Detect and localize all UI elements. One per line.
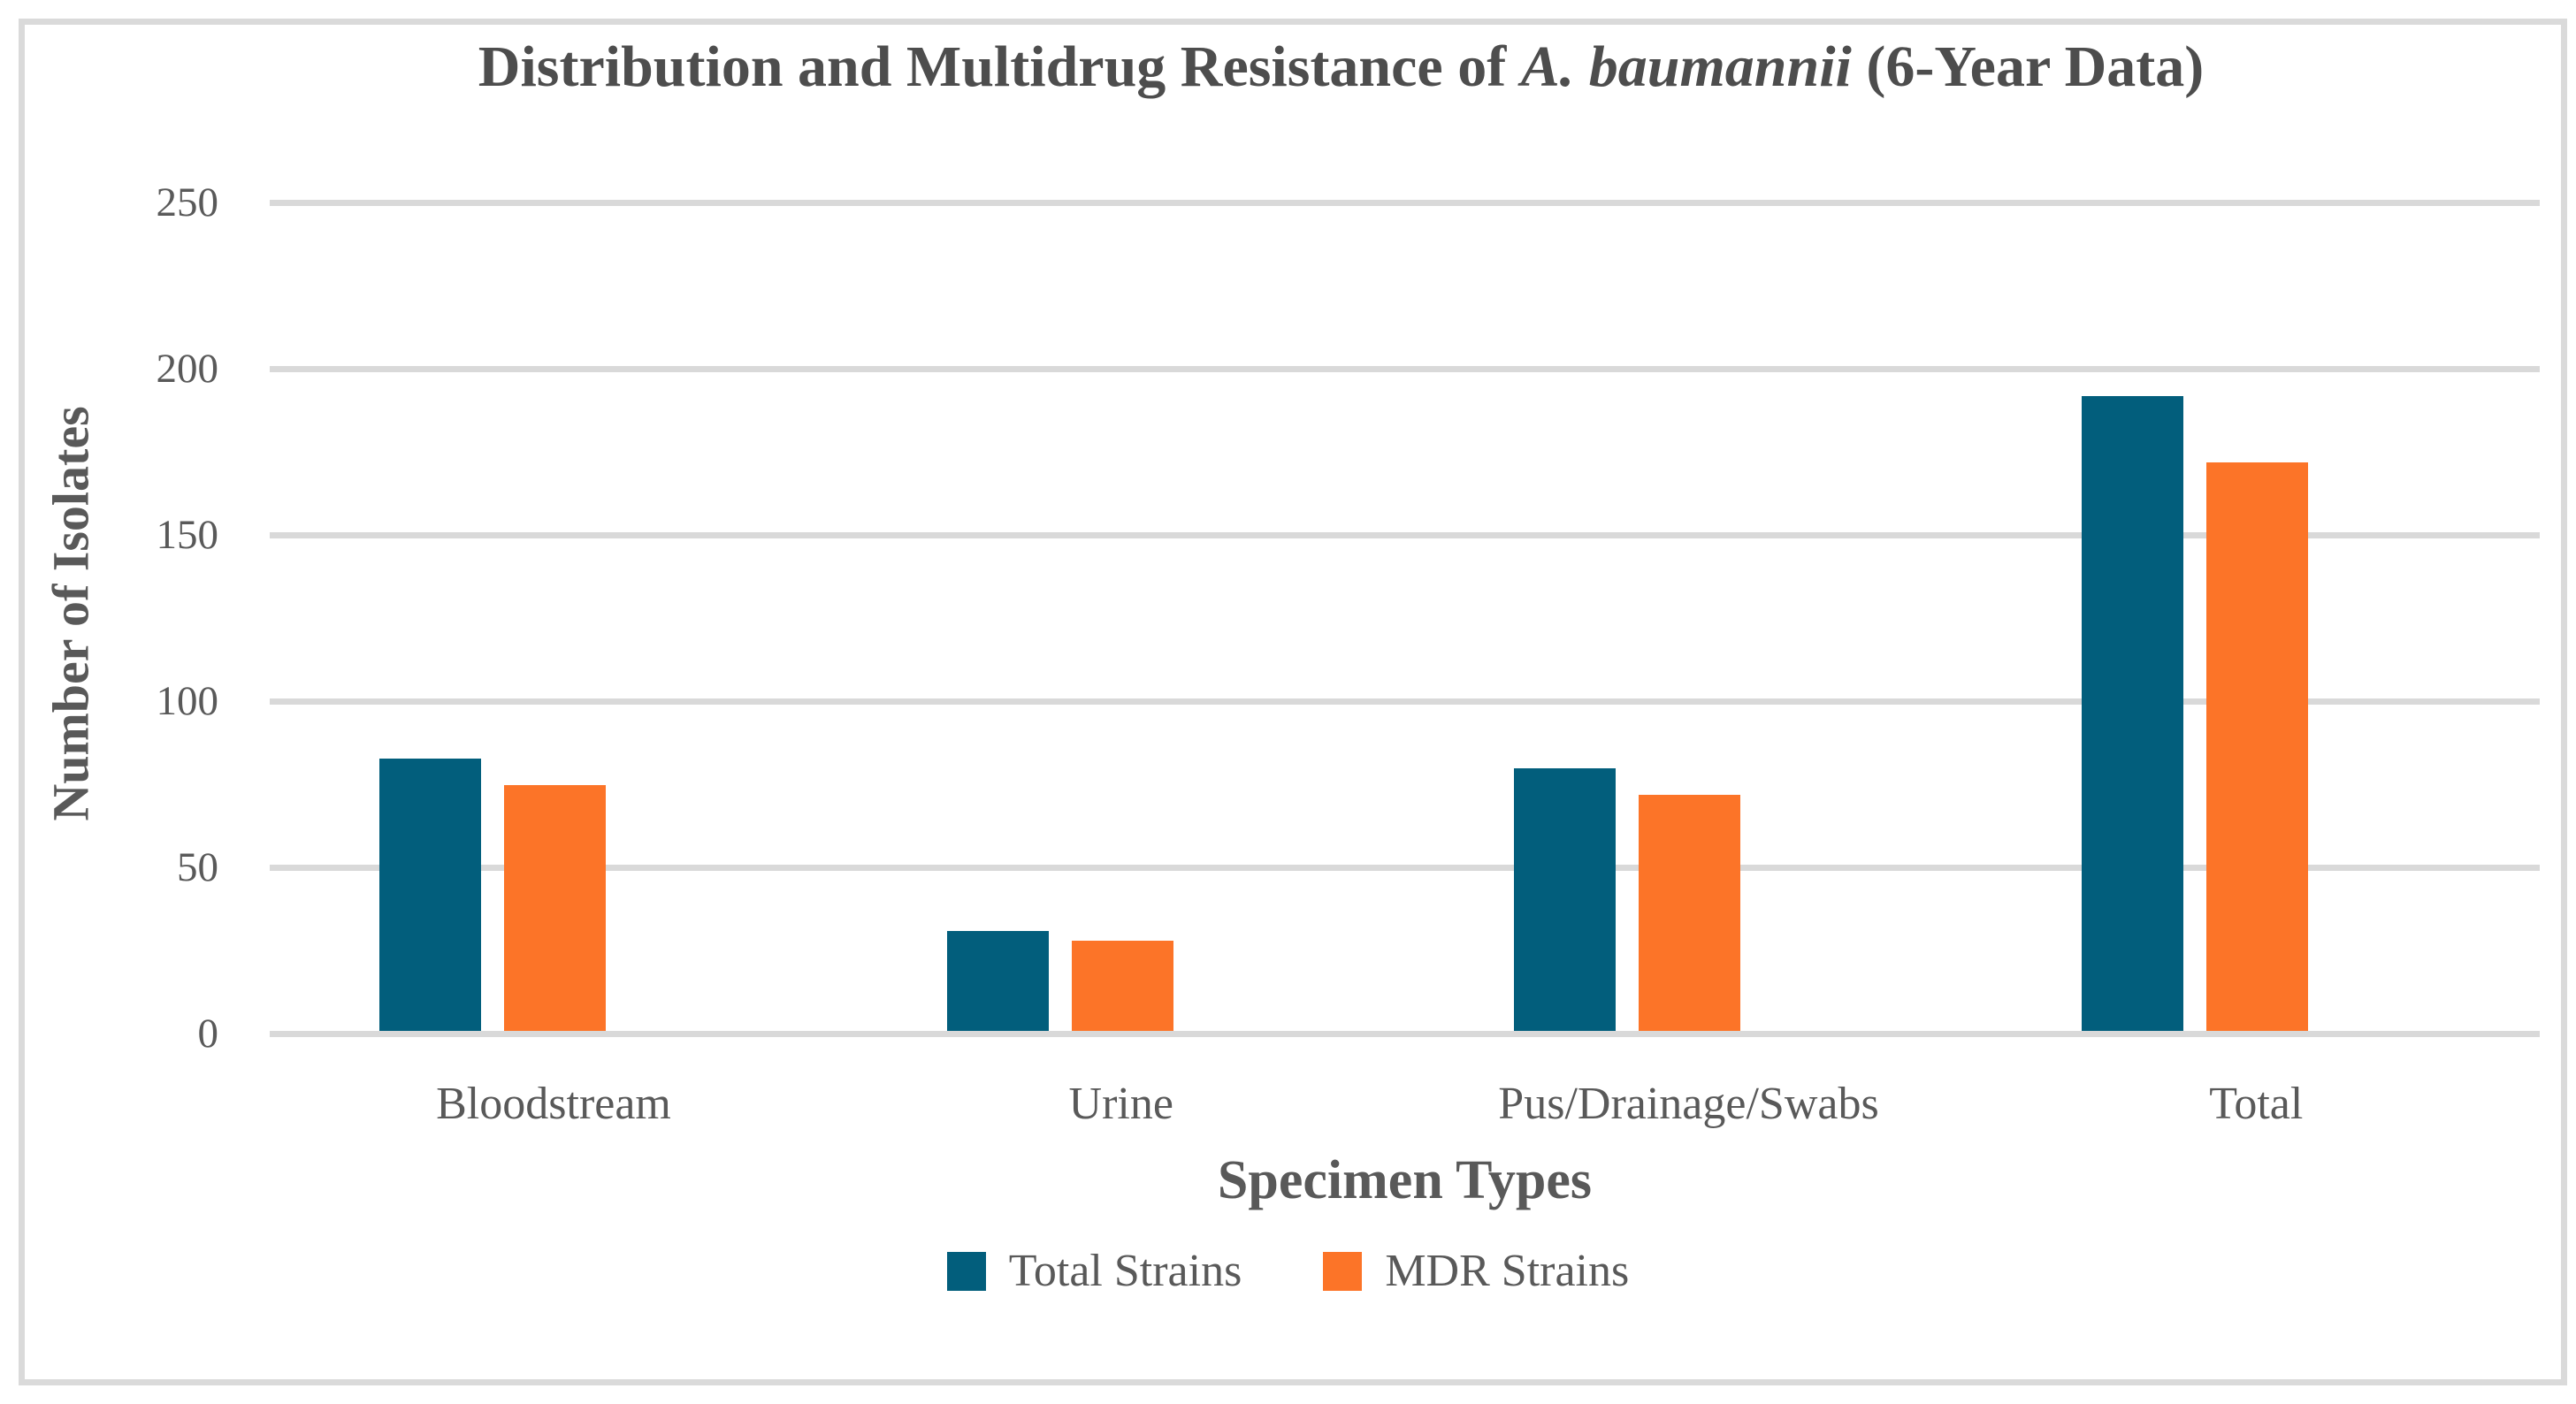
x-category-label-pus-drainage-swabs: Pus/Drainage/Swabs <box>1498 1079 1879 1129</box>
y-tick-label-100: 100 <box>156 678 219 724</box>
chart-title: Distribution and Multidrug Resistance of… <box>133 32 2549 103</box>
y-tick-label-150: 150 <box>156 512 219 558</box>
bar-total-strains-bloodstream <box>379 758 481 1031</box>
chart-title-species-italic: A. baumannii <box>1520 34 1852 99</box>
gridline-250 <box>270 200 2540 206</box>
x-category-label-total: Total <box>2209 1079 2304 1129</box>
legend-item-total-strains: Total Strains <box>946 1245 1242 1298</box>
legend-item-mdr-strains: MDR Strains <box>1323 1245 1629 1298</box>
bar-mdr-strains-bloodstream <box>504 784 606 1031</box>
y-tick-label-250: 250 <box>156 179 219 225</box>
legend-label-total-strains: Total Strains <box>1008 1246 1242 1296</box>
chart-title-suffix: (6-Year Data) <box>1851 34 2205 99</box>
x-category-label-urine: Urine <box>1068 1079 1173 1129</box>
bar-mdr-strains-pus-drainage-swabs <box>1639 795 1740 1031</box>
gridline-100 <box>270 698 2540 705</box>
bar-mdr-strains-urine <box>1071 941 1173 1031</box>
y-tick-label-200: 200 <box>156 346 219 392</box>
y-axis-title: Number of Isolates <box>42 406 100 821</box>
legend-swatch-mdr-strains <box>1323 1252 1363 1291</box>
bar-total-strains-urine <box>946 931 1049 1031</box>
gridline-200 <box>270 366 2540 372</box>
bar-total-strains-total <box>2081 395 2183 1031</box>
legend-label-mdr-strains: MDR Strains <box>1385 1246 1630 1296</box>
y-tick-label-0: 0 <box>197 1011 219 1057</box>
x-category-label-bloodstream: Bloodstream <box>436 1079 671 1129</box>
legend: Total Strains MDR Strains <box>0 1245 2576 1298</box>
legend-swatch-total-strains <box>946 1252 986 1291</box>
y-tick-label-50: 50 <box>177 844 218 890</box>
gridline-50 <box>270 865 2540 871</box>
gridline-0 <box>270 1031 2540 1037</box>
gridline-150 <box>270 532 2540 538</box>
x-axis-title: Specimen Types <box>1217 1150 1593 1210</box>
chart-title-prefix: Distribution and Multidrug Resistance of <box>478 34 1521 99</box>
bar-mdr-strains-total <box>2205 462 2308 1031</box>
bar-total-strains-pus-drainage-swabs <box>1514 767 1616 1031</box>
